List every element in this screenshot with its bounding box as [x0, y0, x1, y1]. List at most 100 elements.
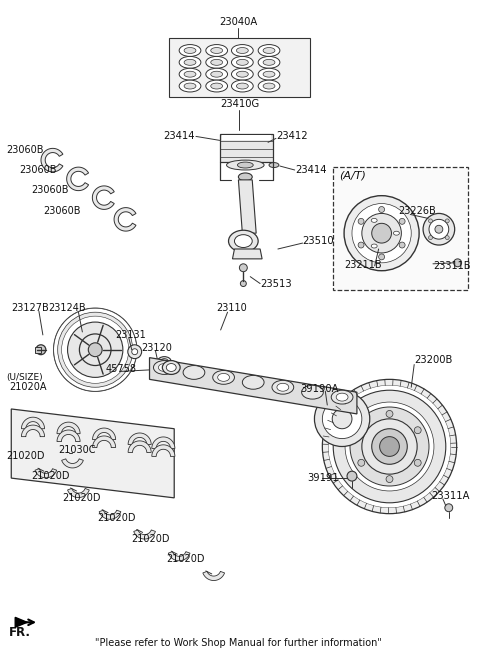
Polygon shape [57, 430, 80, 441]
Polygon shape [35, 468, 57, 478]
Ellipse shape [217, 373, 229, 381]
Ellipse shape [162, 361, 180, 375]
Text: 23211B: 23211B [344, 260, 382, 270]
Ellipse shape [166, 363, 176, 371]
Text: 23414: 23414 [296, 165, 327, 175]
Ellipse shape [242, 375, 264, 389]
Ellipse shape [258, 45, 280, 56]
Polygon shape [128, 441, 151, 453]
Ellipse shape [301, 385, 324, 399]
Ellipse shape [179, 80, 201, 92]
Ellipse shape [371, 218, 377, 222]
Text: 23410G: 23410G [220, 99, 259, 109]
Polygon shape [92, 186, 114, 209]
Polygon shape [232, 249, 262, 259]
Circle shape [429, 236, 432, 239]
Circle shape [372, 429, 407, 464]
Text: 23060B: 23060B [6, 145, 44, 155]
Ellipse shape [263, 72, 275, 77]
Polygon shape [99, 510, 121, 520]
Text: 23226B: 23226B [398, 207, 436, 216]
Circle shape [345, 402, 434, 491]
Ellipse shape [231, 45, 253, 56]
Text: 23412: 23412 [276, 131, 308, 142]
Circle shape [332, 409, 352, 429]
Polygon shape [93, 436, 116, 447]
Ellipse shape [183, 365, 205, 379]
Text: 39190A: 39190A [300, 384, 339, 394]
Circle shape [132, 349, 138, 355]
Polygon shape [168, 552, 190, 561]
Ellipse shape [206, 80, 228, 92]
Text: "Please refer to Work Shop Manual for further information": "Please refer to Work Shop Manual for fu… [95, 638, 382, 648]
Circle shape [350, 407, 429, 486]
Text: 21020D: 21020D [6, 451, 45, 461]
Ellipse shape [154, 361, 175, 375]
Text: (U/SIZE): (U/SIZE) [6, 373, 43, 382]
Circle shape [414, 459, 421, 466]
Circle shape [314, 391, 370, 447]
Polygon shape [22, 417, 45, 429]
Ellipse shape [179, 45, 201, 56]
Circle shape [352, 203, 411, 263]
Text: 23060B: 23060B [43, 207, 80, 216]
Circle shape [68, 322, 123, 377]
Ellipse shape [184, 72, 196, 77]
Ellipse shape [331, 390, 353, 404]
Circle shape [54, 308, 137, 391]
Ellipse shape [263, 60, 275, 66]
Text: 23060B: 23060B [31, 185, 69, 195]
Circle shape [347, 471, 357, 481]
Ellipse shape [211, 72, 223, 77]
Ellipse shape [227, 160, 264, 170]
Circle shape [323, 379, 456, 514]
Ellipse shape [231, 80, 253, 92]
Circle shape [386, 411, 393, 417]
Circle shape [399, 218, 405, 224]
Circle shape [58, 312, 133, 387]
Text: 23120: 23120 [142, 342, 172, 353]
Polygon shape [68, 489, 89, 497]
Ellipse shape [231, 56, 253, 68]
Text: 23040A: 23040A [219, 17, 258, 27]
Polygon shape [128, 433, 151, 445]
Circle shape [379, 207, 384, 213]
Ellipse shape [211, 60, 223, 66]
Circle shape [379, 254, 384, 260]
Text: 23414: 23414 [164, 131, 195, 142]
Circle shape [79, 334, 111, 365]
Circle shape [358, 427, 365, 434]
Circle shape [429, 219, 432, 223]
Polygon shape [152, 437, 175, 449]
Ellipse shape [158, 363, 170, 371]
Polygon shape [35, 347, 41, 353]
Ellipse shape [263, 83, 275, 89]
Ellipse shape [277, 383, 289, 391]
Ellipse shape [206, 45, 228, 56]
Ellipse shape [394, 231, 399, 235]
Text: 23200B: 23200B [414, 355, 453, 365]
Circle shape [358, 218, 364, 224]
Ellipse shape [184, 47, 196, 53]
Circle shape [362, 419, 417, 474]
Polygon shape [150, 358, 357, 414]
Bar [333, 167, 468, 291]
Text: 21020D: 21020D [132, 535, 170, 544]
Text: 21020D: 21020D [166, 554, 205, 564]
Polygon shape [67, 167, 89, 191]
Text: 23124B: 23124B [48, 303, 85, 314]
Polygon shape [239, 180, 256, 233]
Circle shape [372, 223, 392, 243]
Circle shape [128, 345, 142, 359]
Ellipse shape [371, 244, 377, 248]
Text: 23513: 23513 [260, 279, 292, 289]
Ellipse shape [238, 162, 253, 168]
Ellipse shape [213, 371, 234, 384]
Text: 21030C: 21030C [59, 445, 96, 455]
Ellipse shape [231, 68, 253, 80]
Circle shape [358, 242, 364, 248]
Ellipse shape [263, 47, 275, 53]
Ellipse shape [179, 56, 201, 68]
Circle shape [240, 281, 246, 287]
Ellipse shape [184, 83, 196, 89]
